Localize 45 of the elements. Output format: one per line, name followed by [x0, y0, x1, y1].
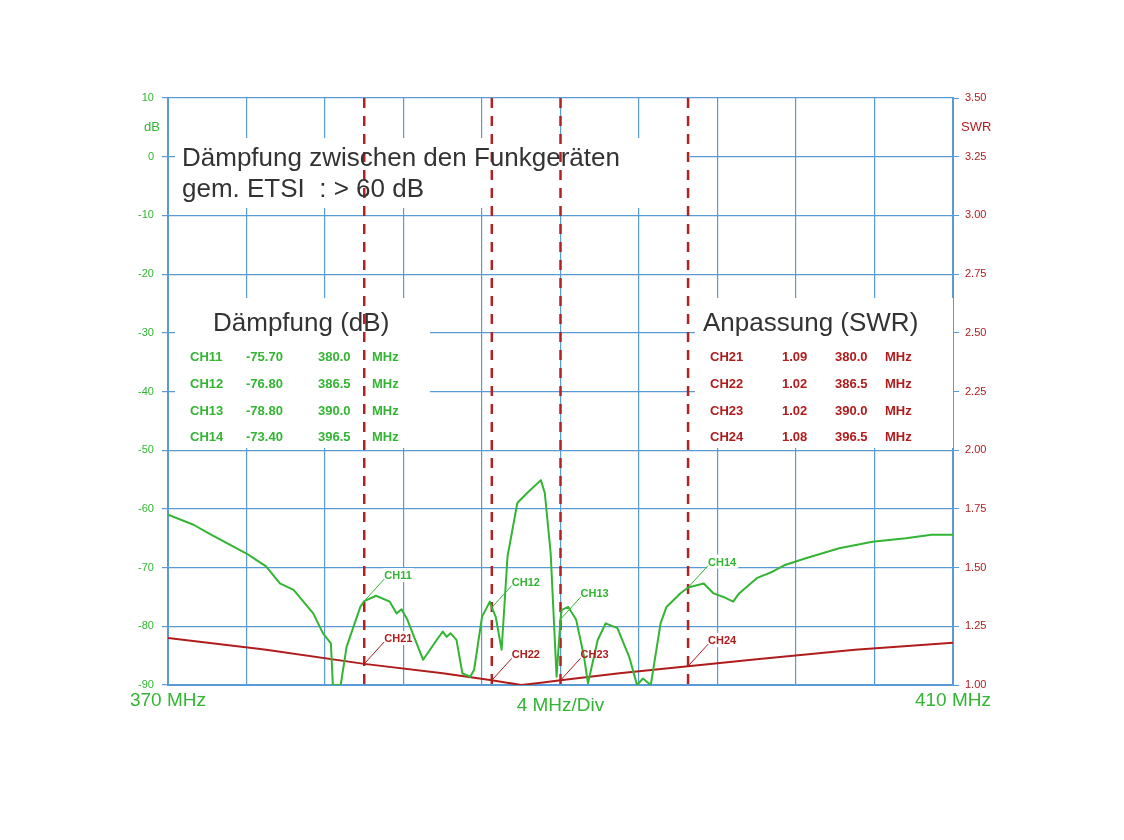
y2-tick-label: 2.75 — [965, 267, 987, 280]
y2-tick-label: 2.50 — [965, 325, 987, 338]
x-axis-title: 4 MHz/Div — [516, 694, 605, 715]
x-tick-label: 370 MHz — [129, 688, 207, 710]
y2-tick-label: 2.00 — [965, 443, 987, 456]
y-tick-label: 0 — [147, 149, 154, 162]
y2-axis-title: SWR — [961, 119, 992, 134]
y-tick-label: -20 — [138, 267, 154, 280]
y2-tick-label: 2.25 — [965, 384, 987, 397]
annotation: Anpassung (SWR) — [703, 307, 919, 337]
text: CH13 -78.80 390.0 MHz — [190, 403, 399, 418]
annotation: Dämpfung zwischen den Funkgeräten gem. ETSI : > 60 dB — [182, 142, 620, 203]
y-axis-title: dB — [144, 119, 160, 134]
y2-tick-label: 1.00 — [965, 678, 987, 691]
annotation: CH11 — [384, 569, 412, 582]
y-tick-label: -60 — [138, 501, 154, 514]
text: CH22 1.02 386.5 MHz — [710, 376, 912, 391]
text: CH21 1.09 380.0 MHz — [710, 349, 912, 364]
x-tick-label: 410 MHz — [914, 688, 992, 710]
y-tick-label: -70 — [138, 560, 154, 573]
y-tick-label: -30 — [138, 325, 154, 338]
y2-tick-label: 1.50 — [965, 560, 987, 573]
annotation: CH21 — [384, 631, 413, 644]
y-tick-label: -10 — [138, 208, 154, 221]
annotation: CH12 — [511, 575, 540, 588]
y-tick-label: -40 — [138, 384, 154, 397]
text: CH23 1.02 390.0 MHz — [710, 403, 912, 418]
y2-tick-label: 3.25 — [965, 149, 987, 162]
y-tick-label: -90 — [138, 678, 154, 691]
text: CH11 -75.70 380.0 MHz — [190, 349, 399, 364]
text: CH12 -76.80 386.5 MHz — [190, 376, 399, 391]
y-tick-label: -50 — [138, 443, 154, 456]
text: CH24 1.08 396.5 MHz — [710, 429, 912, 444]
annotation: CH24 — [708, 634, 738, 647]
annotation: CH14 — [708, 555, 738, 568]
annotation: CH22 — [511, 648, 540, 661]
y-tick-label: -80 — [138, 619, 154, 632]
y2-tick-label: 3.00 — [965, 208, 987, 221]
y2-tick-label: 1.25 — [965, 619, 987, 632]
annotation: Dämpfung (dB) — [213, 307, 390, 337]
annotation: CH13 — [580, 587, 609, 600]
y2-tick-label: 1.75 — [965, 501, 987, 514]
y-tick-label: 10 — [141, 91, 154, 104]
y2-tick-label: 3.50 — [965, 91, 987, 104]
text: CH14 -73.40 396.5 MHz — [190, 429, 399, 444]
